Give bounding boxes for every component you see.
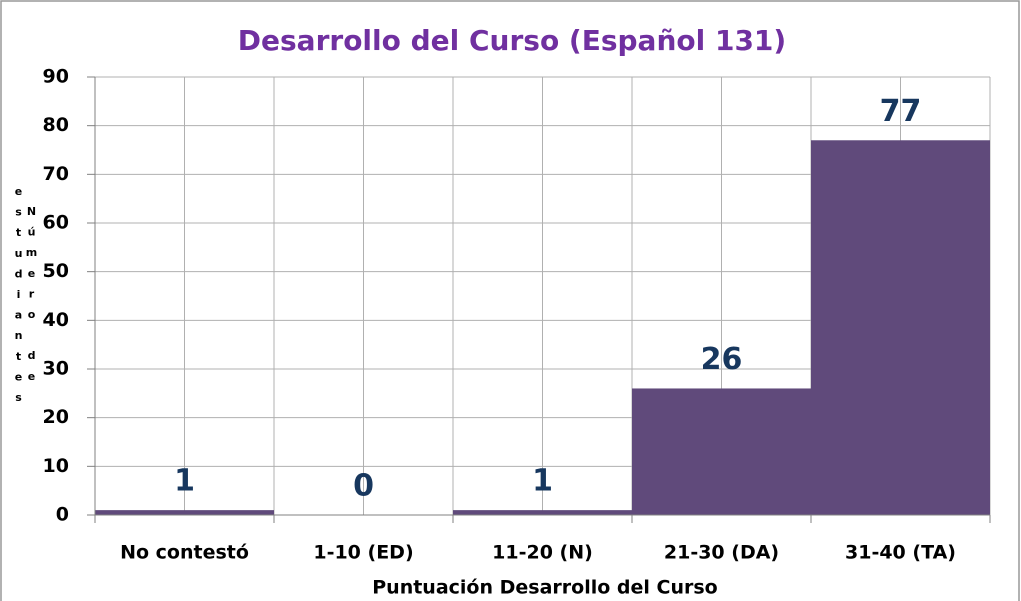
y-tick-label: 90 — [43, 66, 69, 88]
y-tick-label: 10 — [43, 455, 69, 477]
x-tick-label: 11-20 (N) — [492, 542, 593, 564]
data-label: 26 — [701, 342, 743, 377]
y-tick-label: 80 — [43, 114, 69, 136]
bar — [811, 140, 990, 515]
y-tick-label: 60 — [43, 212, 69, 234]
data-label: 0 — [353, 469, 374, 504]
y-axis-label: Número de estudiantes — [12, 184, 38, 412]
y-tick-label: 40 — [43, 309, 69, 331]
y-tick-label: 0 — [56, 504, 69, 526]
y-tick-label: 20 — [43, 406, 69, 428]
data-label: 1 — [174, 464, 195, 499]
x-tick-label: 31-40 (TA) — [845, 542, 956, 564]
chart-title: Desarrollo del Curso (Español 131) — [238, 24, 786, 57]
bar — [632, 388, 811, 515]
x-tick-label: 1-10 (ED) — [313, 542, 413, 564]
y-tick-label: 50 — [43, 260, 69, 282]
y-tick-label: 30 — [43, 358, 69, 380]
y-tick-label: 70 — [43, 163, 69, 185]
data-label: 1 — [532, 464, 553, 499]
x-tick-label: 21-30 (DA) — [664, 542, 779, 564]
x-axis-label: Puntuación Desarrollo del Curso — [372, 577, 717, 599]
x-tick-label: No contestó — [120, 542, 249, 564]
bar — [95, 510, 274, 515]
data-label: 77 — [880, 94, 922, 129]
bar — [453, 510, 632, 515]
